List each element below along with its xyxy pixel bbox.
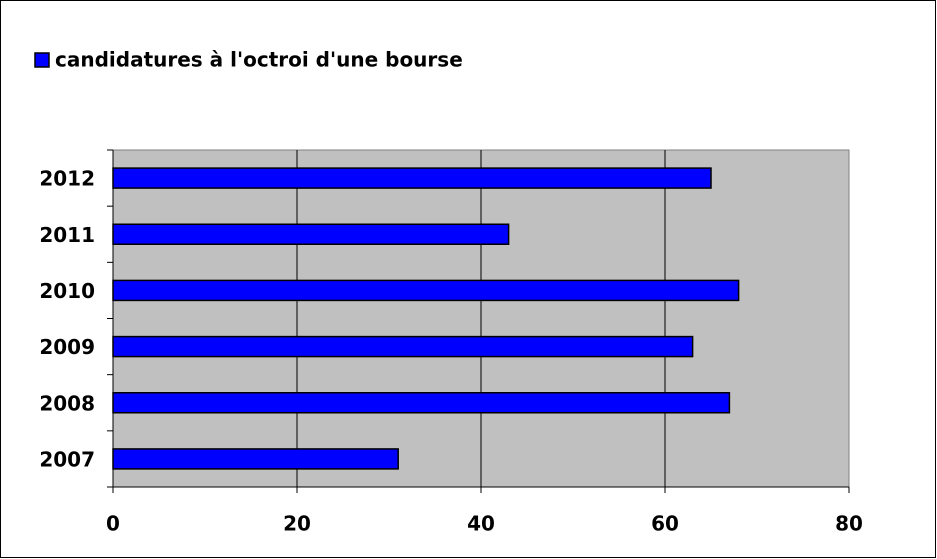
y-tick-label: 2012 bbox=[39, 167, 95, 191]
legend-swatch bbox=[34, 52, 50, 68]
bar bbox=[112, 223, 510, 245]
bar bbox=[112, 167, 712, 189]
x-tick-label: 80 bbox=[835, 512, 863, 536]
y-tick-label: 2007 bbox=[39, 447, 95, 471]
y-tick-label: 2011 bbox=[39, 223, 95, 247]
bar bbox=[112, 279, 740, 302]
bar bbox=[112, 392, 731, 414]
x-tick-label: 60 bbox=[651, 512, 679, 536]
bar bbox=[112, 448, 399, 470]
x-tick-label: 0 bbox=[106, 512, 120, 536]
y-tick-label: 2008 bbox=[39, 391, 95, 415]
x-tick-label: 20 bbox=[283, 512, 311, 536]
y-tick-label: 2009 bbox=[39, 335, 95, 359]
bar bbox=[112, 335, 694, 358]
legend-label: candidatures à l'octroi d'une bourse bbox=[55, 48, 463, 72]
x-tick-label: 40 bbox=[467, 512, 495, 536]
y-tick-label: 2010 bbox=[39, 279, 95, 303]
